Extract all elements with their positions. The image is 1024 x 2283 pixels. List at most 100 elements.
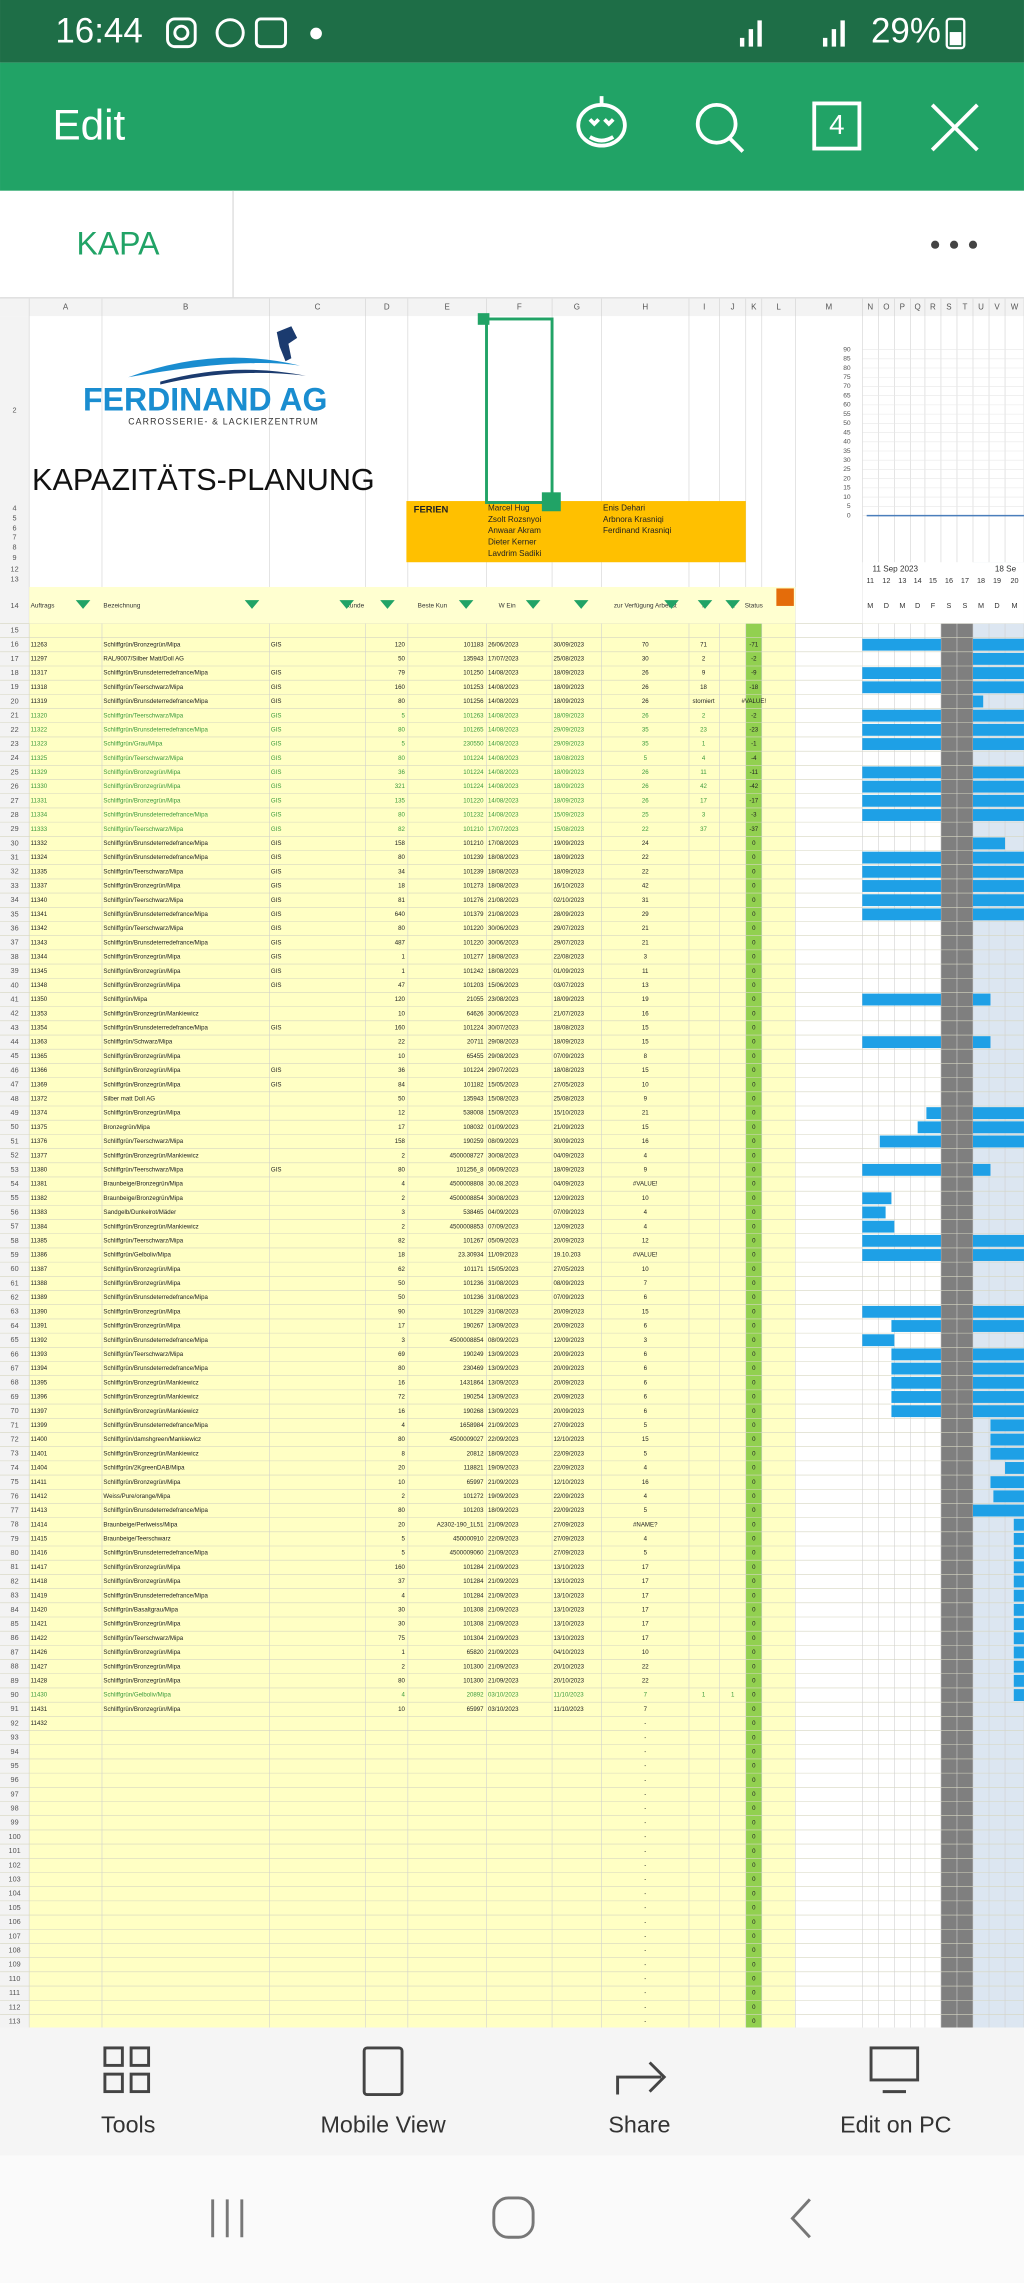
day-number: 15	[929, 576, 937, 585]
cell: 29/09/2023	[554, 726, 585, 733]
cell: 22/09/2023	[488, 1536, 519, 1543]
cell: 27/09/2023	[554, 1422, 585, 1429]
row-number: 107	[9, 1931, 21, 1940]
cell: 18/08/2023	[554, 1025, 585, 1032]
cell: GIS	[271, 826, 282, 833]
cell: 11417	[31, 1564, 48, 1571]
cell: 11335	[31, 868, 48, 875]
bottom-icons[interactable]	[103, 2046, 920, 2096]
cell: 11340	[31, 897, 48, 904]
row-number: 99	[11, 1818, 19, 1827]
gantt-bar	[972, 780, 1024, 793]
cell: 0	[752, 939, 756, 946]
cell: 11318	[31, 684, 48, 691]
gantt-bar	[862, 1206, 886, 1219]
cell: 11422	[31, 1635, 48, 1642]
weekday: M	[978, 601, 984, 610]
cell: 02/10/2023	[554, 897, 585, 904]
cell: 11374	[31, 1110, 48, 1117]
sheet-tab[interactable]: KAPA	[76, 226, 160, 262]
cell: 30/09/2023	[554, 1138, 585, 1145]
cell: 6	[644, 1351, 648, 1358]
cell: 101224	[463, 1025, 484, 1032]
cell: 16	[398, 1408, 405, 1415]
row-number: 90	[11, 1690, 19, 1699]
cell: Schliffgrün/Teerschwarz/Mipa	[103, 1166, 183, 1173]
cell: 190259	[463, 1138, 484, 1145]
gantt-bar	[862, 1305, 941, 1318]
row-number: 21	[11, 711, 19, 720]
filter-button	[380, 600, 395, 609]
cell: 9	[644, 1166, 648, 1173]
edit-title[interactable]: Edit	[52, 101, 125, 148]
cell: 25	[642, 812, 649, 819]
cell: 10	[398, 1010, 405, 1017]
share-button[interactable]: Share	[608, 2112, 670, 2138]
cell: GIS	[271, 684, 282, 691]
row-number: 102	[9, 1860, 21, 1869]
cell: 0	[752, 1209, 756, 1216]
cell: -	[644, 1805, 646, 1812]
tab-count[interactable]: 4	[829, 109, 844, 140]
cell: 1	[731, 1692, 735, 1699]
mobile-view-button[interactable]: Mobile View	[321, 2112, 446, 2138]
cell: 10	[642, 1266, 649, 1273]
gantt-bar	[891, 1362, 941, 1375]
row-number: 25	[11, 767, 19, 776]
vacation-name: Enis Dehari	[603, 503, 645, 512]
cell: 0	[752, 1067, 756, 1074]
vacation-box	[406, 501, 746, 563]
row-number: 34	[11, 895, 19, 904]
cell: 12	[642, 1237, 649, 1244]
cell: 30/07/2023	[488, 1025, 519, 1032]
row-number: 8	[13, 543, 17, 552]
cell: 11	[700, 769, 707, 776]
cell: -	[644, 1976, 646, 1983]
row-number: 42	[11, 1009, 19, 1018]
cell: Schliffgrün/Bronzegrün/Mankiewicz	[103, 1010, 198, 1017]
row-number: 51	[11, 1136, 19, 1145]
cell: 17/07/2023	[488, 826, 519, 833]
cell: Schliffgrün/Bronzegrün/Mipa	[103, 1067, 181, 1074]
row-number: 63	[11, 1307, 19, 1316]
column-header: Status	[745, 603, 763, 610]
cell: 21/09/2023	[554, 1124, 585, 1131]
cell: 11354	[31, 1025, 48, 1032]
cell: GIS	[271, 939, 282, 946]
battery-level: 29%	[871, 12, 941, 51]
column-header: Bezeichnung	[103, 603, 140, 610]
cell: 11389	[31, 1294, 48, 1301]
tools-button[interactable]: Tools	[101, 2112, 155, 2138]
cell: 12/10/2023	[554, 1436, 585, 1443]
cell: 101210	[463, 840, 484, 847]
cell: 0	[752, 911, 756, 918]
cell: 0	[752, 2004, 756, 2011]
row-number: 76	[11, 1491, 19, 1500]
week-label: 18 Se	[995, 565, 1017, 574]
cell: 0	[752, 1550, 756, 1557]
cell: 26	[642, 783, 649, 790]
cell: 2	[402, 1663, 406, 1670]
vacation-name: Marcel Hug	[488, 503, 530, 512]
more-menu[interactable]	[931, 240, 978, 249]
cell: 4500008854	[450, 1195, 485, 1202]
edit-on-pc-button[interactable]: Edit on PC	[840, 2112, 951, 2138]
cell: 11386	[31, 1252, 48, 1259]
mini-axis-label: 5	[847, 503, 851, 510]
cell: 29	[642, 911, 649, 918]
row-number: 56	[11, 1207, 19, 1216]
cell: 2	[402, 1152, 406, 1159]
cell: 0	[752, 1521, 756, 1528]
cell: 1	[702, 741, 706, 748]
cell: 12/09/2023	[554, 1337, 585, 1344]
nav-buttons[interactable]	[211, 2196, 811, 2239]
cell: 0	[752, 1280, 756, 1287]
vacation-name: Ferdinand Krasniqi	[603, 526, 672, 535]
cell: 11413	[31, 1507, 48, 1514]
toolbar-icons[interactable]	[576, 96, 979, 153]
cell: 80	[398, 925, 405, 932]
cell: 72	[398, 1394, 405, 1401]
cell: 14/08/2023	[488, 712, 519, 719]
row-number: 16	[11, 640, 19, 649]
row-number: 109	[9, 1960, 21, 1969]
